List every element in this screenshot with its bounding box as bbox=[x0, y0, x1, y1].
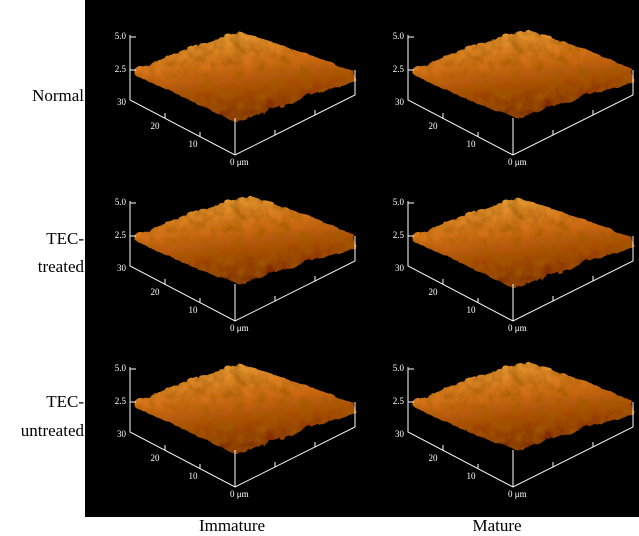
x-tick-label: 20 bbox=[151, 287, 161, 297]
row-label: Normal bbox=[32, 86, 84, 105]
x-tick-label: 10 bbox=[189, 139, 199, 149]
x-tick-label: 30 bbox=[117, 429, 127, 439]
z-tick-label: 2.5 bbox=[115, 64, 127, 74]
row-label: TEC- bbox=[46, 392, 84, 411]
z-tick-label: 5.0 bbox=[393, 31, 405, 41]
x-tick-label: 20 bbox=[429, 287, 439, 297]
z-tick-label: 2.5 bbox=[393, 230, 405, 240]
column-label: Immature bbox=[199, 516, 265, 535]
x-tick-label: 10 bbox=[467, 139, 477, 149]
z-tick-label: 2.5 bbox=[115, 396, 127, 406]
x-tick-label: 20 bbox=[429, 453, 439, 463]
row-label: TEC- bbox=[46, 229, 84, 248]
z-tick-label: 5.0 bbox=[115, 197, 127, 207]
x-tick-label: 0 μm bbox=[508, 489, 527, 499]
z-tick-label: 5.0 bbox=[115, 363, 127, 373]
row-label: treated bbox=[38, 257, 85, 276]
x-tick-label: 0 μm bbox=[230, 157, 249, 167]
x-tick-label: 30 bbox=[395, 263, 405, 273]
row-label: untreated bbox=[21, 421, 85, 440]
x-tick-label: 30 bbox=[395, 429, 405, 439]
x-tick-label: 10 bbox=[467, 305, 477, 315]
z-tick-label: 5.0 bbox=[393, 197, 405, 207]
z-tick-label: 5.0 bbox=[115, 31, 127, 41]
z-tick-label: 2.5 bbox=[393, 396, 405, 406]
z-tick-label: 2.5 bbox=[115, 230, 127, 240]
x-tick-label: 30 bbox=[395, 97, 405, 107]
x-tick-label: 10 bbox=[467, 471, 477, 481]
z-tick-label: 5.0 bbox=[393, 363, 405, 373]
x-tick-label: 0 μm bbox=[230, 323, 249, 333]
x-tick-label: 0 μm bbox=[230, 489, 249, 499]
x-tick-label: 10 bbox=[189, 305, 199, 315]
z-tick-label: 2.5 bbox=[393, 64, 405, 74]
figure: 5.0 2.5 30 20 10 0 μm 5.0 2.5 30 20 10 0 μm 5.0 2.5 30… bbox=[0, 0, 639, 536]
x-tick-label: 10 bbox=[189, 471, 199, 481]
x-tick-label: 20 bbox=[151, 453, 161, 463]
x-tick-label: 0 μm bbox=[508, 157, 527, 167]
x-tick-label: 20 bbox=[151, 121, 161, 131]
x-tick-label: 30 bbox=[117, 263, 127, 273]
x-tick-label: 20 bbox=[429, 121, 439, 131]
column-label: Mature bbox=[472, 516, 521, 535]
x-tick-label: 0 μm bbox=[508, 323, 527, 333]
x-tick-label: 30 bbox=[117, 97, 127, 107]
